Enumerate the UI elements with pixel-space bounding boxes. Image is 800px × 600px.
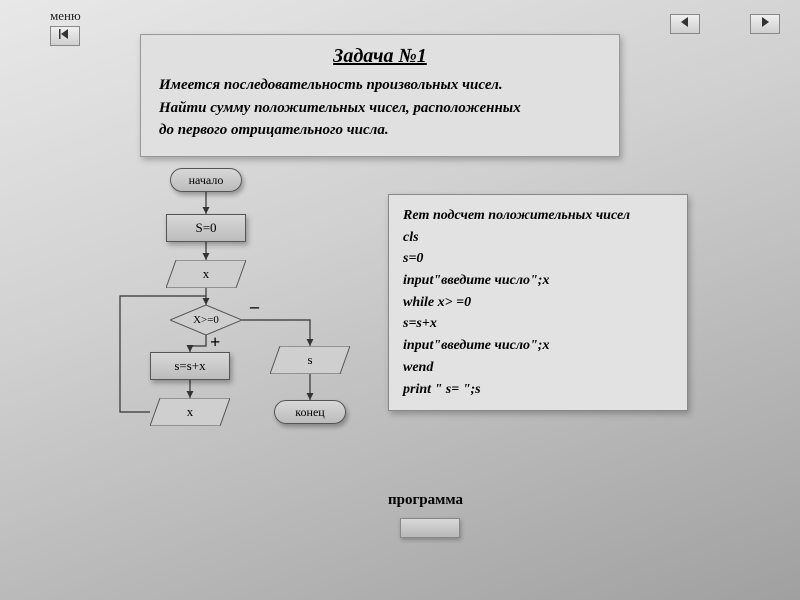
- code-line: input"введите число";x: [403, 270, 673, 292]
- fc-output: s: [270, 346, 350, 374]
- code-line: s=s+x: [403, 313, 673, 335]
- task-line-3: до первого отрицательного числа.: [159, 119, 601, 142]
- task-line-1: Имеется последовательность произвольных …: [159, 74, 601, 97]
- fc-accumulate: s=s+x: [150, 352, 230, 380]
- code-line: s=0: [403, 248, 673, 270]
- task-title: Задача №1: [159, 45, 601, 68]
- fc-plus-sign: +: [210, 332, 220, 353]
- code-line: wend: [403, 357, 673, 379]
- program-button[interactable]: [400, 518, 460, 538]
- fc-input-2: x: [150, 398, 230, 426]
- fc-input-1: x: [166, 260, 246, 288]
- fc-accumulate-label: s=s+x: [174, 358, 205, 374]
- fc-output-label: s: [307, 352, 312, 368]
- next-button[interactable]: [750, 14, 780, 34]
- fc-end-label: конец: [295, 405, 324, 420]
- fc-init-label: S=0: [195, 220, 216, 236]
- fc-input-1-label: x: [203, 266, 210, 282]
- program-label: программа: [388, 492, 463, 509]
- code-panel: Rem подсчет положительных чисел cls s=0 …: [388, 194, 688, 411]
- task-panel: Задача №1 Имеется последовательность про…: [140, 34, 620, 157]
- menu-button[interactable]: [50, 26, 80, 46]
- code-line: cls: [403, 227, 673, 249]
- fc-init: S=0: [166, 214, 246, 242]
- task-line-2: Найти сумму положительных чисел, располо…: [159, 97, 601, 120]
- code-line: print " s= ";s: [403, 379, 673, 401]
- fc-condition: X>=0: [170, 305, 242, 335]
- fc-input-2-label: x: [187, 404, 194, 420]
- fc-end: конец: [274, 400, 346, 424]
- code-line: while x> =0: [403, 292, 673, 314]
- menu-label: меню: [50, 8, 81, 24]
- fc-start-label: начало: [189, 173, 224, 188]
- fc-condition-label: X>=0: [193, 314, 219, 326]
- fc-minus-sign: –: [250, 296, 259, 317]
- triangle-right-icon: [759, 15, 771, 33]
- prev-button[interactable]: [670, 14, 700, 34]
- triangle-left-bar-icon: [59, 27, 71, 45]
- triangle-left-icon: [679, 15, 691, 33]
- fc-start: начало: [170, 168, 242, 192]
- code-line: input"введите число";x: [403, 335, 673, 357]
- code-line: Rem подсчет положительных чисел: [403, 205, 673, 227]
